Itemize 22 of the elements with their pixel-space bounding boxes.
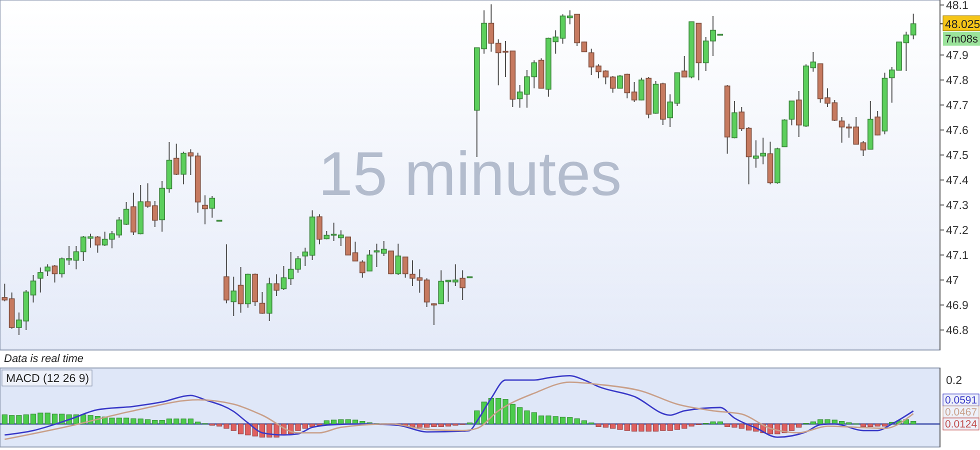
y-tick-label: 47.2 — [946, 225, 968, 238]
y-tick-label: 47.9 — [946, 50, 968, 62]
y-tick-label: 47.3 — [946, 200, 968, 212]
text: 0.0124 — [945, 418, 978, 431]
y-tick-label: 47.4 — [946, 175, 969, 188]
y-tick-label: 47 — [946, 275, 959, 288]
text: 0.0591 — [945, 394, 978, 407]
text: 0.2 — [946, 375, 962, 388]
y-tick-label: 47.8 — [946, 75, 968, 88]
text: 0.0467 — [945, 406, 978, 419]
y-tick-label: 46.9 — [946, 300, 968, 312]
y-tick-label: 47.5 — [946, 150, 968, 162]
y-tick-label: 47.1 — [946, 250, 968, 262]
text: Data is real time — [4, 353, 84, 365]
y-tick-label: 48.1 — [946, 0, 968, 12]
y-tick-label: 47.6 — [946, 125, 968, 138]
text: 48.025 — [945, 18, 980, 31]
text: 7m08s — [945, 34, 979, 46]
text: 15 minutes — [318, 140, 622, 209]
chart-title: MACD (12 26 9) — [6, 373, 90, 386]
y-tick-label: 46.8 — [946, 325, 968, 338]
y-tick-label: 47.7 — [946, 100, 968, 112]
